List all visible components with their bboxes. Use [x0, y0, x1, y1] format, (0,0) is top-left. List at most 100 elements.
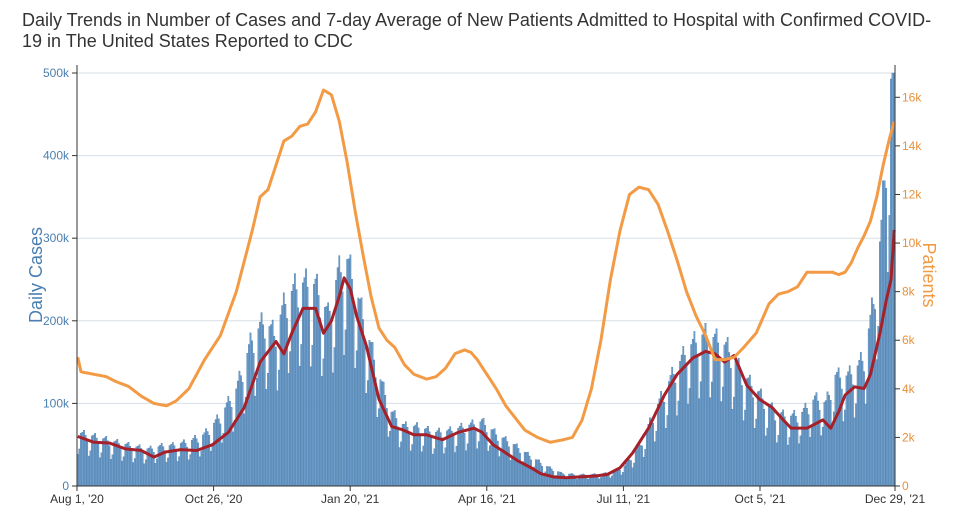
daily-cases-bar	[354, 368, 356, 487]
right-tick-label: 14k	[902, 139, 922, 153]
daily-cases-bar	[653, 441, 656, 487]
daily-cases-bar	[378, 408, 380, 487]
daily-cases-bar	[867, 328, 870, 487]
daily-cases-bar	[183, 439, 185, 487]
daily-cases-bar	[320, 375, 323, 487]
daily-cases-bar	[737, 357, 740, 487]
daily-cases-bar	[355, 350, 358, 487]
daily-cases-bar	[810, 427, 813, 487]
right-tick-label: 4k	[902, 382, 916, 396]
daily-cases-bar	[688, 388, 691, 487]
daily-cases-bar	[392, 411, 395, 487]
daily-cases-bar	[788, 437, 791, 487]
left-tick-label: 200k	[43, 314, 70, 328]
right-tick-label: 16k	[902, 90, 922, 104]
daily-cases-bar	[879, 241, 881, 487]
daily-cases-bar	[259, 321, 261, 487]
daily-cases-bar	[438, 427, 440, 487]
daily-cases-bar	[89, 450, 92, 487]
daily-cases-bar	[749, 374, 751, 487]
daily-cases-bar	[631, 467, 634, 487]
daily-cases-bar	[848, 365, 851, 487]
daily-cases-bar	[750, 385, 753, 487]
daily-cases-bar	[118, 443, 120, 487]
daily-cases-bar	[531, 469, 534, 487]
daily-cases-bar	[290, 290, 293, 487]
daily-cases-bar	[124, 444, 127, 487]
daily-cases-bar	[663, 402, 666, 487]
daily-cases-bar	[198, 456, 201, 487]
daily-cases-bar	[798, 443, 800, 487]
daily-cases-bar	[95, 437, 98, 487]
daily-cases-bar	[381, 381, 383, 487]
daily-cases-bar	[243, 413, 245, 487]
daily-cases-bar	[347, 258, 350, 487]
daily-cases-bar	[137, 445, 139, 487]
daily-cases-bar	[346, 259, 349, 487]
daily-cases-bar	[308, 306, 310, 487]
daily-cases-bar	[289, 351, 291, 487]
daily-cases-bar	[855, 403, 857, 487]
daily-cases-bar	[422, 445, 425, 487]
daily-cases-bar	[704, 323, 707, 487]
daily-cases-bar	[710, 381, 713, 487]
daily-cases-bar	[408, 432, 410, 487]
daily-cases-bar	[753, 428, 756, 487]
daily-cases-bar	[777, 435, 780, 487]
patients-line	[76, 88, 896, 444]
daily-cases-bar	[633, 462, 635, 487]
daily-cases-bar	[297, 307, 299, 487]
daily-cases-bar	[669, 375, 672, 487]
daily-cases-bar	[661, 395, 664, 487]
daily-cases-bar	[806, 408, 808, 487]
daily-cases-bar	[397, 426, 399, 487]
daily-cases-bar	[508, 446, 510, 487]
daily-cases-bar	[706, 337, 708, 487]
daily-cases-bar	[814, 395, 816, 487]
daily-cases-bar	[458, 426, 461, 487]
daily-cases-bar	[498, 456, 501, 487]
daily-cases-bar	[244, 396, 247, 487]
daily-cases-bar	[341, 291, 344, 487]
daily-cases-bar	[333, 347, 336, 487]
daily-cases-bar	[599, 477, 602, 487]
daily-cases-bar	[598, 478, 601, 487]
daily-cases-bar	[159, 444, 161, 487]
daily-cases-bar	[156, 458, 158, 487]
daily-cases-bar	[187, 459, 190, 487]
daily-cases-bar	[693, 331, 696, 487]
y-axis-label-left: Daily Cases	[26, 227, 46, 323]
daily-cases-bar	[135, 446, 138, 487]
daily-cases-bar	[344, 329, 347, 487]
x-tick-label: Oct 26, '20	[185, 492, 243, 506]
daily-cases-bar	[771, 402, 773, 487]
daily-cases-bar	[328, 310, 331, 487]
daily-cases-bar	[739, 371, 742, 487]
daily-cases-bar	[251, 340, 253, 487]
right-axis-ticks: 0 2k 4k 6k 8k 10k 12k 14k 16k	[895, 90, 922, 493]
daily-cases-bar	[111, 454, 114, 487]
daily-cases-bar	[305, 268, 307, 487]
daily-cases-bar	[882, 180, 884, 487]
daily-cases-bar	[119, 447, 122, 487]
x-tick-label: Aug 1, '20	[50, 492, 104, 506]
daily-cases-bar	[387, 436, 390, 487]
daily-cases-bar	[343, 355, 345, 487]
daily-cases-bar	[401, 423, 404, 487]
daily-cases-bar	[229, 400, 231, 487]
daily-cases-bar	[493, 428, 496, 487]
daily-cases-bar	[511, 456, 513, 487]
daily-cases-bar	[444, 447, 447, 487]
daily-cases-bar	[826, 391, 829, 487]
daily-cases-bar	[834, 374, 837, 487]
daily-cases-bar	[655, 431, 658, 487]
daily-cases-bar	[783, 416, 786, 487]
daily-cases-bar	[265, 389, 268, 487]
daily-cases-bar	[844, 409, 846, 487]
daily-cases-bar	[213, 422, 215, 487]
daily-cases-bar	[812, 399, 815, 487]
daily-cases-bar	[836, 372, 838, 487]
daily-cases-bar	[804, 402, 807, 487]
daily-cases-bar	[534, 459, 537, 487]
